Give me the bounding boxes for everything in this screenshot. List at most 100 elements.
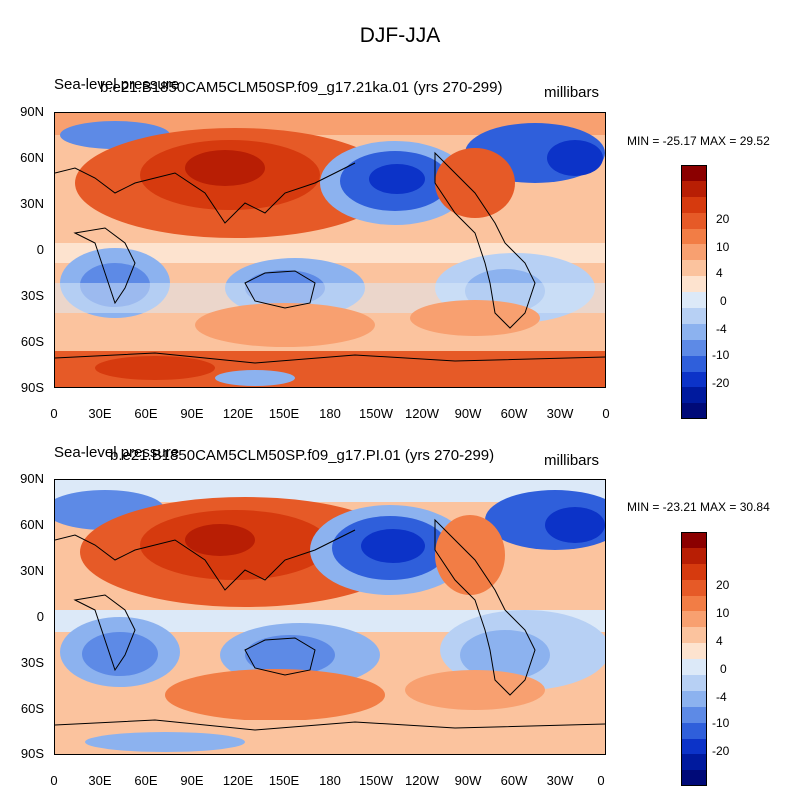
southern-high-pacific [405,670,545,710]
lon-label: 90E [180,406,204,421]
lat-label: 30S [20,288,44,303]
colorbar-swatch [681,355,707,372]
colorbar-label: 4 [716,266,723,280]
lon-label: 180 [319,773,341,788]
lat-label: 90N [20,471,44,486]
colorbar-swatch [681,690,707,707]
lon-label: 120E [222,773,254,788]
colorbar-label: 20 [716,212,730,226]
iceland-low-core [545,507,605,543]
panel-min-max: MIN = -25.17 MAX = 29.52 [627,134,770,148]
colorbar-swatch [681,595,707,612]
lat-label: 0 [36,242,44,257]
lon-label: 150W [359,406,393,421]
lon-label: 150W [359,773,393,788]
southern-high-indian [195,303,375,347]
antarctic-low [85,732,245,752]
map-plot [54,479,606,755]
australia-low-core [245,635,335,675]
panel-field-label: Sea-level pressure [54,76,180,93]
australia-coast [244,637,316,676]
colorbar-label: 0 [720,294,727,308]
antarctica-coast [55,352,605,364]
lat-label: 30S [20,655,44,670]
eurasia-coast [55,162,356,224]
colorbar-label: -4 [716,322,727,336]
lon-label: 30E [88,406,112,421]
lat-label: 60N [20,150,44,165]
colorbar-swatch [681,627,707,644]
lat-label: 60N [20,517,44,532]
colorbar-label: -4 [716,690,727,704]
lon-label: 0 [602,406,610,421]
africa-coast [73,594,136,672]
panel-units: millibars [544,84,600,101]
colorbar [681,165,707,420]
colorbar-swatch [681,754,707,771]
colorbar-swatch [681,228,707,245]
lat-label: 60S [20,701,44,716]
eurasia-coast [55,529,356,591]
americas-coast [434,151,536,329]
colorbar-label: 4 [716,634,723,648]
colorbar-label: -10 [712,716,730,730]
colorbar-swatch [681,212,707,229]
colorbar-swatch [681,323,707,340]
coastline-outline [55,151,605,364]
lat-label: 30N [20,563,44,578]
colorbar-label: 0 [720,662,727,676]
colorbar-swatch [681,770,707,787]
lon-label: 60E [134,773,158,788]
lat-label: 90N [20,104,44,119]
americas-coast [434,518,536,696]
colorbar-swatch [681,276,707,293]
colorbar-swatch [681,165,707,181]
colorbar-swatch [681,738,707,755]
map-plot [54,112,606,388]
southern-high-pacific [410,300,540,336]
southern-high-indian [165,669,385,721]
lat-label: 60S [20,334,44,349]
lat-label: 0 [36,609,44,624]
lon-label: 0 [50,773,58,788]
lon-label: 120E [222,406,254,421]
colorbar-swatch [681,339,707,356]
colorbar-label: 10 [716,606,730,620]
lon-label: 150E [268,406,300,421]
lon-label: 0 [597,773,605,788]
slp-difference-map [55,480,605,754]
colorbar-swatch [681,180,707,197]
colorbar [681,532,707,787]
colorbar-swatch [681,563,707,580]
lat-label: 90S [20,746,44,761]
colorbar-swatch [681,260,707,277]
colorbar-swatch [681,308,707,324]
pacific-low-core [369,164,425,194]
south-america-low-core [460,630,550,680]
antarctica-coast [55,719,605,731]
colorbar-swatch [681,611,707,628]
australia-coast [244,270,316,309]
lon-label: 30W [546,773,574,788]
lon-label: 90W [454,406,482,421]
lon-label: 90E [180,773,204,788]
lon-label: 60W [500,773,528,788]
asian-high-core [185,150,265,186]
colorbar-swatch [681,547,707,564]
arctic-band [55,113,605,135]
panel-case-name: b.e21.B1850CAM5CLM50SP.f09_g17.PI.01 (yr… [110,447,495,464]
lon-label: 120W [405,773,439,788]
lon-label: 120W [405,406,439,421]
lon-label: 30W [546,406,574,421]
colorbar-label: -10 [712,348,730,362]
lat-label: 90S [20,380,44,395]
colorbar-swatch [681,371,707,388]
colorbar-swatch [681,292,707,309]
colorbar-swatch [681,196,707,213]
tropical-band [55,243,605,263]
lon-label: 180 [319,406,341,421]
figure-title: DJF-JJA [359,24,441,47]
arctic-band [55,480,605,502]
pacific-low-core [361,529,425,563]
lon-label: 60W [500,406,528,421]
